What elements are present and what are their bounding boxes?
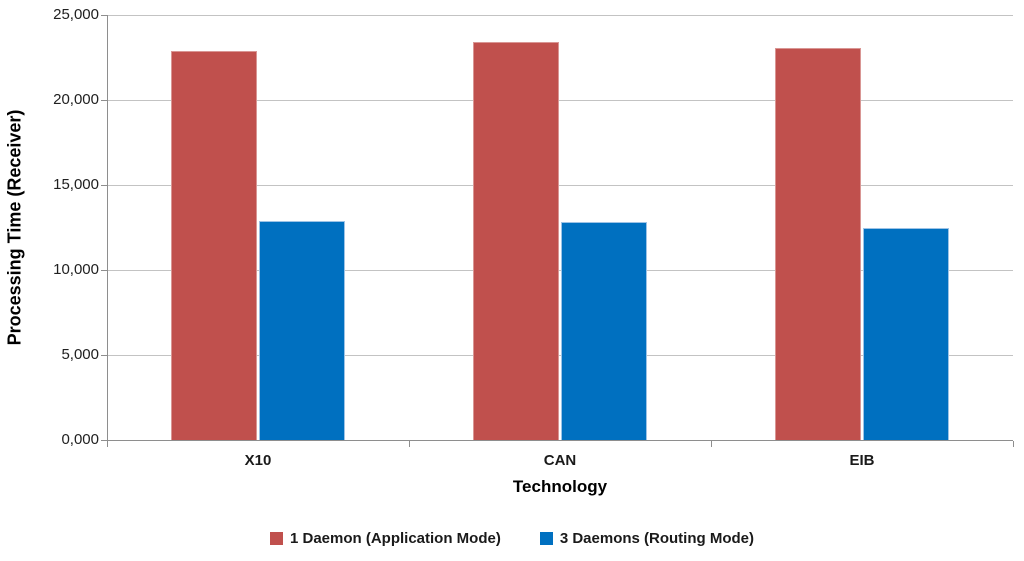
- y-tick-mark: [101, 440, 107, 441]
- gridline: [107, 354, 1013, 356]
- y-tick-label: 25,000: [53, 6, 99, 23]
- bar-eib-series-2: [863, 227, 949, 440]
- gridline: [107, 184, 1013, 186]
- bar-can-series-1: [473, 42, 559, 440]
- y-tick-mark: [101, 270, 107, 271]
- legend: 1 Daemon (Application Mode) 3 Daemons (Ro…: [0, 530, 1024, 547]
- gridline: [107, 269, 1013, 271]
- legend-swatch-icon: [269, 532, 283, 545]
- legend-label: 3 Daemons (Routing Mode): [559, 530, 754, 547]
- x-category-label: CAN: [543, 452, 577, 469]
- y-tick-mark: [101, 355, 107, 356]
- x-tick-mark: [107, 441, 108, 447]
- y-axis-title-text: Processing Time (Receiver): [4, 109, 25, 346]
- y-tick-mark: [101, 15, 107, 16]
- y-tick-label: 0,000: [61, 431, 99, 448]
- y-tick-mark: [101, 185, 107, 186]
- y-axis-line: [107, 15, 108, 446]
- y-tick-mark: [101, 100, 107, 101]
- legend-item-series-2: 3 Daemons (Routing Mode): [539, 530, 754, 547]
- legend-label: 1 Daemon (Application Mode): [289, 530, 501, 547]
- y-tick-label: 10,000: [53, 261, 99, 278]
- x-category-label: X10: [244, 452, 272, 469]
- x-tick-mark: [1013, 441, 1014, 447]
- x-category-label: EIB: [849, 452, 875, 469]
- x-axis-line: [101, 440, 1013, 441]
- x-axis-title: Technology: [512, 477, 608, 496]
- legend-item-series-1: 1 Daemon (Application Mode): [269, 530, 501, 547]
- bar-x10-series-2: [259, 220, 345, 440]
- bar-x10-series-1: [171, 50, 257, 440]
- y-axis-title: Processing Time (Receiver): [0, 15, 30, 440]
- bar-can-series-2: [561, 222, 647, 440]
- legend-swatch-icon: [539, 532, 553, 545]
- x-tick-mark: [711, 441, 712, 447]
- x-tick-mark: [409, 441, 410, 447]
- plot-area: [107, 14, 1013, 440]
- y-tick-label: 20,000: [53, 91, 99, 108]
- bar-eib-series-1: [775, 48, 861, 440]
- gridline: [107, 99, 1013, 101]
- gridline: [107, 14, 1013, 16]
- y-tick-label: 15,000: [53, 176, 99, 193]
- y-tick-label: 5,000: [61, 346, 99, 363]
